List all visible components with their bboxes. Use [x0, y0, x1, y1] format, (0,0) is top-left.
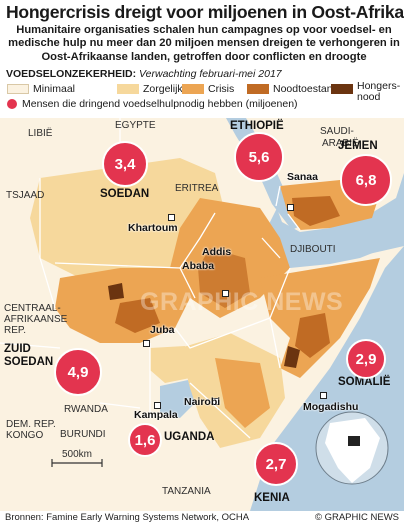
region-kenya-crisis	[215, 358, 270, 428]
label-chad: TSJAAD	[6, 190, 45, 201]
legend-label-crisis: Crisis	[208, 83, 235, 95]
bubble-ethiopia: 5,6	[234, 132, 284, 182]
subtitle: Humanitaire organisaties schalen hun cam…	[8, 24, 400, 63]
bubble-uganda: 1,6	[128, 423, 162, 457]
label-car3: REP.	[4, 325, 27, 336]
city-khartoum: Khartoum	[128, 222, 178, 234]
label-somalia: SOMALIË	[338, 376, 391, 388]
bubble-sudan: 3,4	[102, 141, 148, 187]
legend-swatch-noodtoestand	[247, 84, 269, 94]
bubble-somalia: 2,9	[346, 339, 386, 379]
footer: Bronnen: Famine Early Warning Systems Ne…	[0, 511, 404, 525]
source-text: Bronnen: Famine Early Warning Systems Ne…	[5, 512, 250, 523]
legend-label-minimaal: Minimaal	[33, 83, 76, 95]
label-egypt: EGYPTE	[115, 120, 156, 131]
city-marker-mogadishu	[320, 392, 327, 399]
city-marker-sanaa	[287, 204, 294, 211]
label-uganda: UGANDA	[164, 431, 215, 443]
label-car1: CENTRAAL-	[4, 303, 61, 314]
map-graphic	[0, 118, 404, 511]
city-sanaa: Sanaa	[287, 171, 318, 183]
label-drc2: KONGO	[6, 430, 44, 441]
label-drc1: DEM. REP.	[6, 419, 56, 430]
label-ethiopia: ETHIOPIË	[230, 120, 284, 132]
legend-label-nood: nood	[357, 91, 381, 103]
region-somalia-famine	[284, 346, 300, 368]
borders	[0, 118, 301, 439]
page-title: Hongercrisis dreigt voor miljoenen in Oo…	[6, 2, 404, 22]
region-somalia-emergency	[295, 313, 330, 358]
label-south-sudan2: SOEDAN	[4, 356, 54, 368]
bubble-south-sudan: 4,9	[54, 348, 102, 396]
label-saudi2: ARABIË	[322, 138, 359, 149]
label-yemen: JEMEN	[338, 140, 378, 152]
legend-heading: VOEDSELONZEKERHEID: Verwachting februari…	[6, 68, 282, 80]
legend-label-hongers: Hongers-	[357, 80, 401, 92]
city-marker-addis	[222, 290, 229, 297]
label-rwanda: RWANDA	[64, 404, 108, 415]
label-burundi: BURUNDI	[60, 429, 106, 440]
label-car2: AFRIKAANSE	[4, 314, 68, 325]
gulf-of-aden	[288, 218, 404, 262]
bubble-kenya: 2,7	[254, 442, 298, 486]
legend-label-noodtoestand: Noodtoestand	[273, 83, 339, 95]
city-juba: Juba	[150, 324, 175, 336]
city-nairobi: Nairobi	[184, 396, 221, 408]
legend-swatch-minimaal	[7, 84, 29, 94]
lake-victoria	[160, 380, 196, 418]
label-eritrea: ERITREA	[175, 183, 219, 194]
region-ethiopia-crisis	[198, 248, 250, 308]
label-djibouti: DJIBOUTI	[290, 244, 336, 255]
bubble-yemen: 6,8	[340, 154, 392, 206]
map: GRAPHIC NEWS LIBIË EGYPTE ETHIOPIË SAUDI…	[0, 118, 404, 511]
label-south-sudan1: ZUID	[4, 343, 31, 355]
city-addis1: Addis	[202, 246, 232, 258]
watermark: GRAPHIC NEWS	[140, 288, 344, 316]
legend-swatch-zorgelijk	[117, 84, 139, 94]
legend-label-hongersnood: Hongers- nood	[357, 81, 400, 103]
label-kenya: KENIA	[254, 492, 290, 504]
legend-heading-label: VOEDSELONZEKERHEID:	[6, 68, 137, 80]
scale-bar	[51, 459, 103, 467]
credit-text: © GRAPHIC NEWS	[314, 512, 399, 523]
city-marker-nairobi	[212, 398, 219, 405]
locator-globe	[315, 411, 389, 485]
region-uganda	[150, 346, 190, 383]
legend-swatch-hongersnood	[331, 84, 353, 94]
label-saudi1: SAUDI-	[320, 126, 354, 137]
city-marker-khartoum	[168, 214, 175, 221]
region-south-sudan-famine	[108, 283, 124, 300]
city-kampala: Kampala	[134, 409, 178, 421]
label-libya: LIBIË	[28, 128, 53, 139]
legend-swatch-crisis	[182, 84, 204, 94]
legend-bubble-dot	[7, 99, 17, 109]
region-tanzania	[140, 418, 250, 511]
city-addis2: Ababa	[182, 260, 215, 272]
label-sudan: SOEDAN	[100, 188, 150, 200]
legend-label-zorgelijk: Zorgelijk	[143, 83, 183, 95]
region-yemen-emergency	[292, 196, 340, 226]
legend-bubble-label: Mensen die dringend voedselhulpnodig heb…	[22, 98, 298, 110]
city-marker-juba	[143, 340, 150, 347]
region-drc	[0, 343, 150, 511]
city-mogadishu: Mogadishu	[303, 401, 359, 413]
legend-period: Verwachting februari-mei 2017	[139, 68, 282, 80]
city-marker-kampala	[154, 402, 161, 409]
region-south-sudan-emergency	[115, 298, 160, 333]
label-tanzania: TANZANIA	[162, 486, 211, 497]
header: Hongercrisis dreigt voor miljoenen in Oo…	[0, 0, 404, 118]
scale-label: 500km	[62, 449, 93, 460]
